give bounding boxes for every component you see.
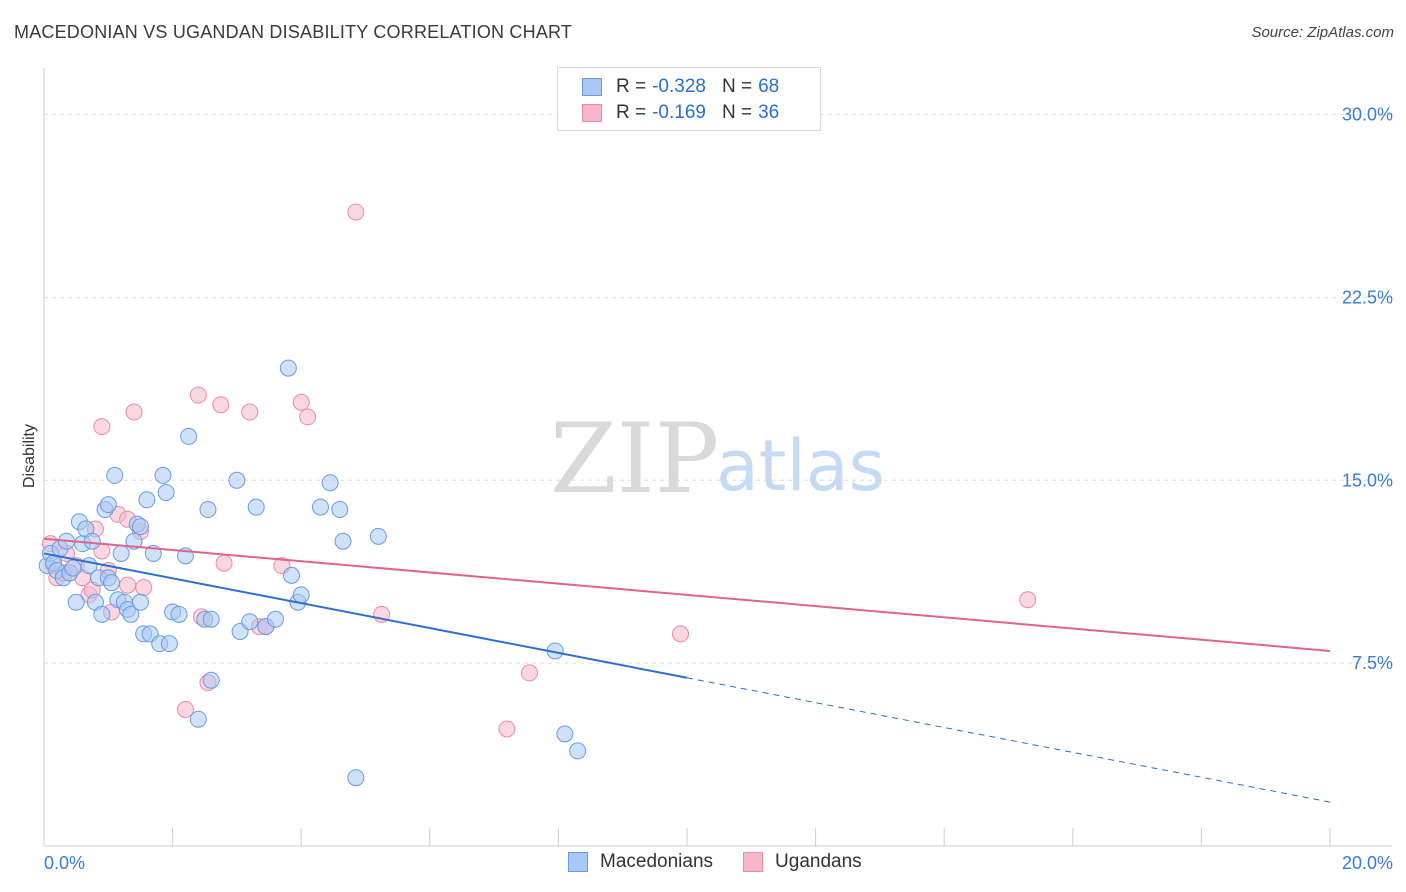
macedonian-point bbox=[112, 544, 130, 562]
watermark: ZIP atlas bbox=[550, 403, 885, 515]
grid bbox=[44, 114, 1392, 664]
trend-lines bbox=[43, 537, 1331, 803]
macedonian-point bbox=[292, 586, 310, 604]
macedonian-point bbox=[131, 593, 149, 611]
watermark-atlas: atlas bbox=[716, 425, 885, 507]
ugandan-point bbox=[1019, 591, 1037, 609]
macedonian-point bbox=[67, 593, 85, 611]
stats-legend: R = -0.328 N = 68 R = -0.169 N = 36 bbox=[557, 67, 821, 131]
x-tick-label: 0.0% bbox=[44, 853, 85, 873]
macedonian-point bbox=[279, 359, 297, 377]
macedonian-point bbox=[170, 605, 188, 623]
legend-n-label: N = bbox=[721, 76, 753, 97]
ugandan-point bbox=[672, 625, 690, 643]
legend-r-value: -0.328 bbox=[652, 76, 706, 97]
swatch-ugandans bbox=[743, 852, 764, 872]
axes bbox=[43, 68, 1392, 847]
y-tick-label: 15.0% bbox=[1342, 470, 1393, 490]
macedonian-point bbox=[131, 518, 149, 536]
macedonian-point bbox=[160, 635, 178, 653]
macedonian-point bbox=[321, 474, 339, 492]
ugandan-point bbox=[189, 386, 207, 404]
macedonian-point bbox=[569, 742, 587, 760]
tick-labels: 7.5% 15.0% 22.5% 30.0% 0.0% 20.0% Disability bbox=[21, 105, 1393, 873]
y-axis-label: Disability bbox=[21, 424, 38, 488]
y-tick-label: 7.5% bbox=[1352, 653, 1393, 673]
macedonian-point bbox=[241, 613, 259, 631]
ugandan-point bbox=[135, 579, 153, 597]
macedonian-point bbox=[311, 498, 329, 516]
macedonian-point bbox=[266, 610, 284, 628]
legend-row-ugandans: R = -0.169 N = 36 bbox=[582, 101, 779, 125]
macedonian-point bbox=[202, 610, 220, 628]
macedonian-point bbox=[334, 532, 352, 550]
macedonian-point bbox=[106, 466, 124, 484]
macedonian-point bbox=[202, 671, 220, 689]
ugandan-point bbox=[125, 403, 143, 421]
ugandan-point bbox=[93, 418, 111, 436]
legend-n-value: 68 bbox=[758, 76, 780, 97]
ugandan-point bbox=[119, 576, 137, 594]
ugandan-point bbox=[215, 554, 233, 572]
legend-r-value: -0.169 bbox=[652, 102, 706, 123]
macedonian-point bbox=[556, 725, 574, 743]
macedonian-point bbox=[93, 605, 111, 623]
ugandan-trend-line bbox=[43, 537, 1331, 652]
legend-r-label: R = bbox=[616, 76, 647, 97]
macedonian-trend-projection bbox=[686, 677, 1331, 803]
y-tick-label: 30.0% bbox=[1342, 105, 1393, 125]
ugandan-point bbox=[241, 403, 259, 421]
macedonian-point bbox=[247, 498, 265, 516]
ugandan-point bbox=[176, 700, 194, 718]
legend-r-label: R = bbox=[616, 102, 647, 123]
legend-row-macedonians: R = -0.328 N = 68 bbox=[582, 75, 779, 99]
source-label: Source: ZipAtlas.com bbox=[1251, 24, 1394, 41]
ugandan-point bbox=[299, 408, 317, 426]
macedonian-point bbox=[347, 769, 365, 787]
y-tick-label: 22.5% bbox=[1342, 287, 1393, 307]
macedonian-point bbox=[157, 483, 175, 501]
macedonian-point bbox=[103, 574, 121, 592]
macedonian-point bbox=[122, 605, 140, 623]
ugandan-point bbox=[292, 393, 310, 411]
macedonian-point bbox=[154, 466, 172, 484]
macedonian-point bbox=[180, 427, 198, 445]
macedonian-point bbox=[138, 491, 156, 509]
ugandan-point bbox=[212, 396, 230, 414]
macedonian-trend-line bbox=[43, 552, 688, 679]
macedonian-point bbox=[125, 532, 143, 550]
legend-n-value: 36 bbox=[758, 102, 780, 123]
x-tick-label: 20.0% bbox=[1342, 853, 1393, 873]
legend-label-macedonians: Macedonians bbox=[600, 851, 714, 872]
chart-title: MACEDONIAN VS UGANDAN DISABILITY CORRELA… bbox=[14, 22, 573, 42]
ugandan-point bbox=[520, 664, 538, 682]
series-legend: Macedonians Ugandans bbox=[568, 851, 892, 873]
legend-item-macedonians[interactable]: Macedonians bbox=[568, 851, 713, 873]
macedonian-point bbox=[99, 496, 117, 514]
legend-n-label: N = bbox=[721, 102, 753, 123]
legend-swatch-macedonians bbox=[582, 78, 602, 96]
legend-label-ugandans: Ugandans bbox=[775, 851, 862, 872]
ugandan-point bbox=[498, 720, 516, 738]
macedonian-point bbox=[199, 501, 217, 519]
legend-swatch-ugandans bbox=[582, 104, 602, 122]
macedonian-point bbox=[83, 532, 101, 550]
legend-item-ugandans[interactable]: Ugandans bbox=[743, 851, 862, 873]
data-points bbox=[38, 203, 1037, 787]
macedonian-point bbox=[369, 527, 387, 545]
watermark-zip: ZIP bbox=[550, 403, 719, 515]
swatch-macedonians bbox=[568, 852, 588, 872]
macedonian-point bbox=[283, 566, 301, 584]
macedonian-point bbox=[331, 501, 349, 519]
ugandan-point bbox=[347, 203, 365, 221]
macedonian-point bbox=[228, 471, 246, 489]
macedonian-point bbox=[189, 710, 207, 728]
macedonian-point bbox=[64, 559, 82, 577]
